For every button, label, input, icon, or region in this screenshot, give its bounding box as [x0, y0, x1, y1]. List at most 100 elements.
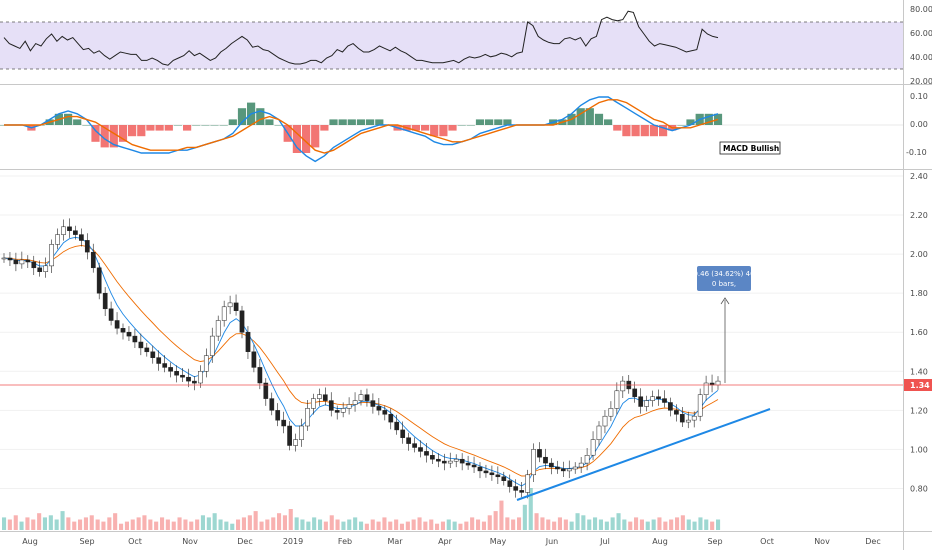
volume-bar [359, 521, 364, 530]
candle-body [632, 388, 638, 397]
rsi-tick-80: 80.00 [910, 5, 932, 14]
rsi-band-fill [0, 22, 903, 69]
volume-bar [189, 521, 194, 530]
price-tick-label: 1.40 [910, 367, 928, 376]
candle-body [120, 328, 126, 333]
volume-bar [581, 515, 586, 530]
candle-body [209, 335, 215, 356]
volume-bar [405, 521, 410, 530]
time-axis: Aug Sep Oct Nov Dec 2019 Feb Mar Apr May Jun Jul Aug… [22, 537, 881, 546]
macd-histogram-bar [411, 125, 420, 131]
macd-histogram-bar [475, 119, 485, 125]
macd-histogram-bar [704, 113, 713, 125]
candle-body [370, 400, 376, 407]
macd-histogram-bar [631, 125, 640, 137]
macd-histogram-bar [585, 108, 594, 125]
volume-bar [265, 519, 270, 530]
macd-histogram-bar [421, 125, 430, 131]
candle-body [406, 437, 411, 444]
volume-bar [154, 521, 159, 530]
volume-bar [645, 521, 650, 530]
candle-body [215, 320, 221, 337]
candle-body [364, 394, 370, 401]
candle-body [203, 355, 209, 372]
volume-bar [341, 521, 346, 530]
volume-bar [692, 521, 697, 530]
candle-body [644, 400, 649, 407]
macd-histogram-bar [430, 125, 439, 137]
candle-body [471, 464, 477, 468]
price-tick-label: 2.00 [910, 250, 928, 259]
candle-body [358, 394, 364, 401]
volume-bar [306, 521, 311, 530]
volume-bar [236, 519, 241, 530]
candle-body [519, 490, 525, 493]
volume-bar [657, 517, 662, 530]
volume-bar [610, 517, 615, 530]
macd-histogram-bar [100, 125, 109, 148]
price-tick-label: 1.20 [910, 406, 928, 415]
candle-body [102, 292, 108, 310]
volume-bar [528, 488, 533, 530]
time-tick-label: May [490, 537, 507, 546]
volume-bar [335, 519, 340, 530]
rsi-tick-20: 20.00 [910, 77, 932, 86]
candle-body [465, 462, 471, 466]
macd-histogram-bar [622, 125, 631, 137]
candle-body [281, 419, 287, 427]
candle-body [578, 462, 584, 468]
volume-bar [259, 521, 264, 530]
macd-tick-neg-0-10: -0.10 [906, 148, 927, 157]
volume-bar [417, 517, 422, 530]
volume-bar [364, 523, 369, 530]
candle-body [679, 414, 685, 423]
volume-bar [253, 511, 258, 530]
macd-histogram-bar [155, 125, 164, 131]
macd-histogram-bar [128, 125, 137, 137]
candle-body [132, 335, 138, 343]
candle-body [305, 408, 310, 427]
macd-tick-0-00: 0.00 [910, 120, 928, 129]
volume-bar [476, 519, 481, 530]
candle-body [108, 308, 114, 321]
candle-body [590, 439, 596, 456]
volume-bar [593, 517, 598, 530]
price-tick-label: 2.40 [910, 172, 928, 181]
volume-bar [675, 517, 680, 530]
price-tick-label: 2.20 [910, 211, 928, 220]
volume-bar [622, 519, 627, 530]
rsi-tick-60: 60.00 [910, 29, 932, 38]
volume-bar [195, 519, 200, 530]
candle-body [150, 351, 156, 358]
candle-body [614, 390, 620, 409]
volume-bar [300, 519, 305, 530]
volume-bar [271, 517, 276, 530]
volume-bar [113, 513, 118, 530]
candle-body [156, 357, 162, 364]
candle-body [221, 306, 227, 321]
volume-bar [446, 519, 451, 530]
candle-body [322, 394, 328, 401]
price-tick-label: 1.00 [910, 445, 928, 454]
volume-bar [552, 521, 557, 530]
price-axis-ticks: 2.40 2.20 2.00 1.80 1.60 1.40 1.20 1.00 0.80 [910, 172, 928, 493]
candle-body [346, 404, 352, 409]
macd-histogram-bar [677, 125, 686, 126]
volume-bar [37, 513, 42, 530]
volume-bar [651, 519, 656, 530]
measure-arrow-head [720, 297, 730, 305]
volume-bar [452, 521, 457, 530]
macd-histogram-bar [640, 125, 649, 137]
candle-body [251, 351, 257, 368]
candle-body [501, 476, 507, 481]
candle-body [400, 429, 406, 438]
time-tick-label: Nov [814, 537, 830, 546]
candle-body [174, 371, 179, 376]
volume-bar [698, 517, 703, 530]
macd-tick-0-10: 0.10 [910, 92, 928, 101]
macd-histogram-bar [91, 125, 100, 142]
macd-histogram-bar [164, 125, 173, 131]
volume-bar [241, 517, 246, 530]
macd-histogram-bar [485, 119, 494, 125]
macd-histogram-bar [292, 125, 301, 153]
